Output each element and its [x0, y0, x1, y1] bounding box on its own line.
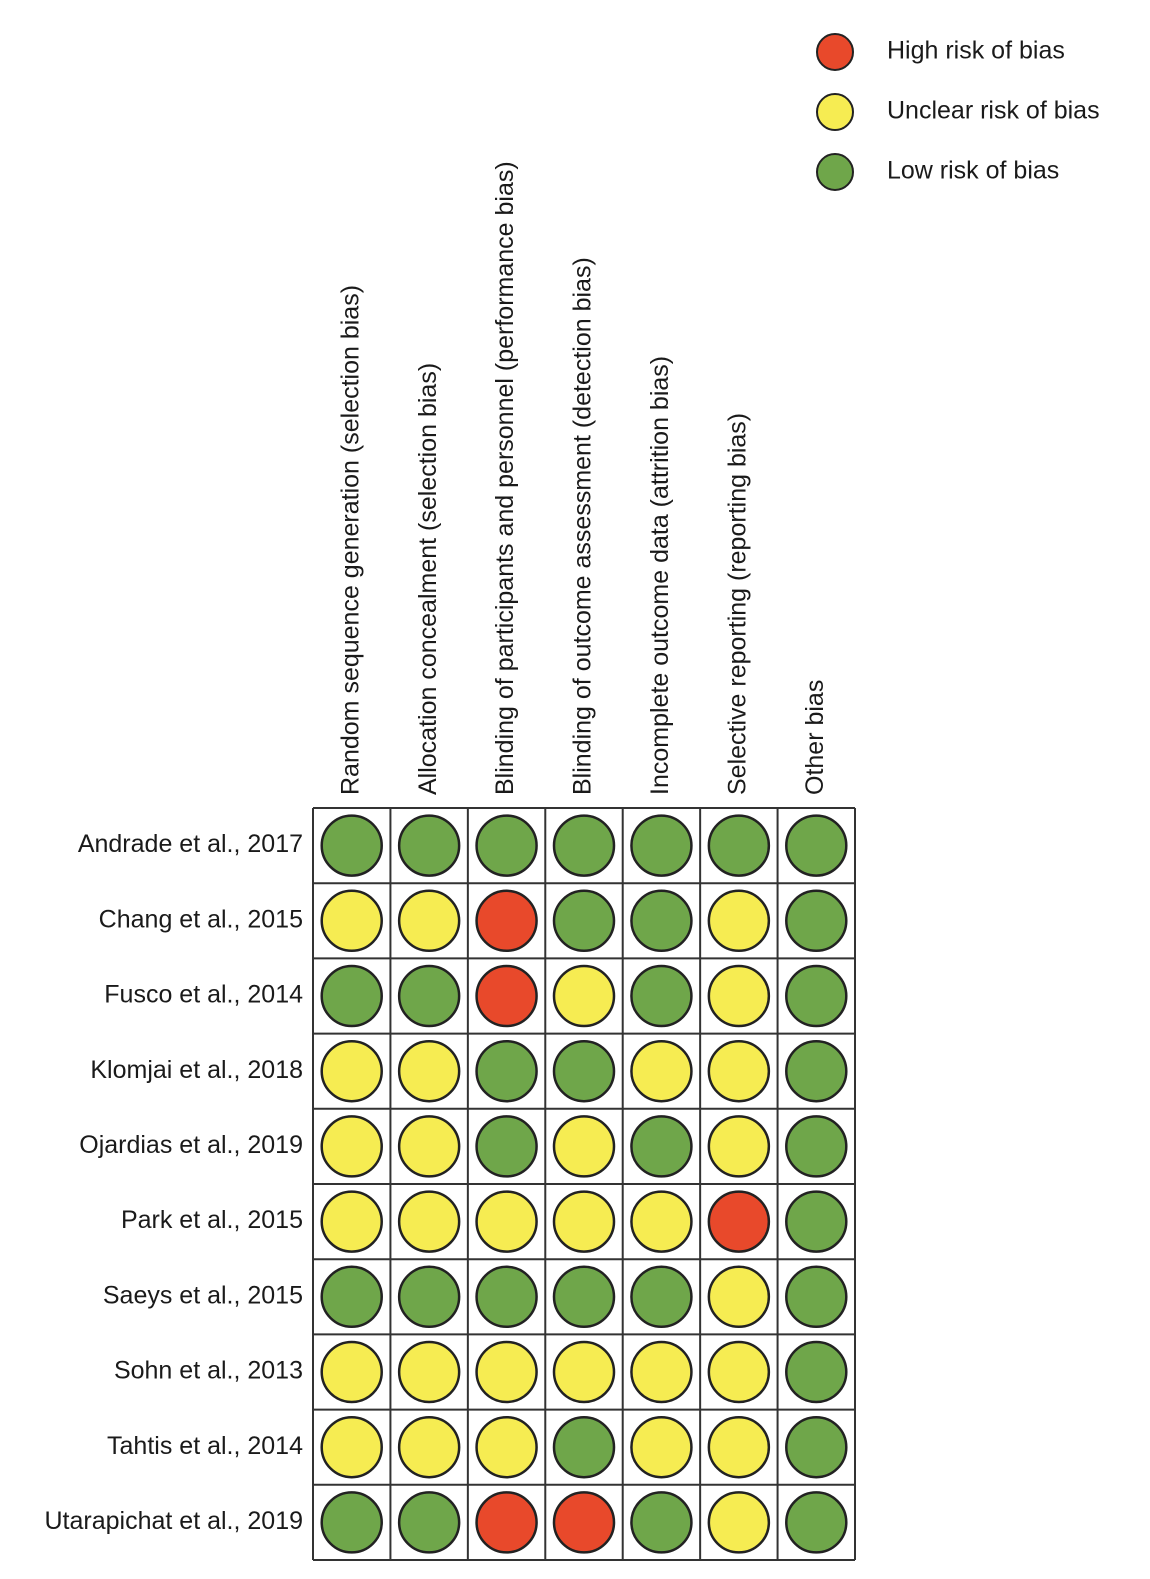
column-header: Allocation concealment (selection bias) [414, 363, 442, 795]
study-label: Utarapichat et al., 2019 [45, 1507, 304, 1535]
judgment [552, 1415, 616, 1479]
judgment [630, 1491, 693, 1554]
judgment [475, 814, 538, 877]
judgment [785, 1190, 848, 1253]
study-label: Saeys et al., 2015 [103, 1281, 303, 1309]
study-label: Tahtis et al., 2014 [107, 1432, 303, 1460]
judgment [707, 1115, 771, 1178]
judgment [475, 1265, 538, 1329]
judgment [785, 1415, 848, 1479]
judgment [552, 1265, 616, 1329]
judgment [630, 1340, 693, 1404]
judgment [707, 1190, 771, 1253]
judgment [552, 814, 616, 877]
judgment [552, 1491, 616, 1554]
column-header: Incomplete outcome data (attrition bias) [646, 356, 674, 795]
judgment [475, 1491, 538, 1554]
study-label: Chang et al., 2015 [99, 905, 303, 933]
judgment [475, 964, 538, 1028]
study-label: Fusco et al., 2014 [104, 981, 303, 1009]
judgment [475, 1415, 538, 1479]
judgment [397, 1491, 461, 1554]
judgment [707, 1039, 771, 1103]
judgment [707, 1340, 771, 1404]
judgment [785, 1265, 848, 1329]
judgment [475, 1039, 538, 1103]
column-header: Blinding of participants and personnel (… [491, 161, 519, 795]
judgment [320, 1491, 383, 1554]
legend-swatch [816, 33, 854, 71]
judgment [552, 1340, 616, 1404]
legend-label: Low risk of bias [887, 157, 1059, 185]
judgment [552, 889, 616, 953]
judgment [320, 1340, 383, 1404]
legend-swatch [816, 93, 854, 131]
judgment [630, 889, 693, 953]
legend-label: Unclear risk of bias [887, 97, 1100, 125]
judgment [707, 889, 771, 953]
judgment [320, 1265, 383, 1329]
judgment [785, 1039, 848, 1103]
study-label: Ojardias et al., 2019 [79, 1131, 303, 1159]
judgment [785, 1340, 848, 1404]
judgment [475, 1115, 538, 1178]
judgment [475, 889, 538, 953]
column-header: Random sequence generation (selection bi… [336, 285, 364, 795]
judgment [397, 1190, 461, 1253]
study-label: Klomjai et al., 2018 [90, 1056, 303, 1084]
judgment [707, 1491, 771, 1554]
study-label: Sohn et al., 2013 [114, 1357, 303, 1385]
column-header: Other bias [801, 680, 829, 795]
legend-label: High risk of bias [887, 37, 1065, 65]
judgment [630, 1265, 693, 1329]
legend-swatch [816, 153, 854, 191]
judgment [707, 1265, 771, 1329]
judgment [320, 1115, 383, 1178]
judgment [397, 1039, 461, 1103]
judgment [320, 814, 383, 877]
judgment [397, 814, 461, 877]
judgment [552, 1115, 616, 1178]
judgment [630, 1115, 693, 1178]
judgment [320, 1415, 383, 1479]
judgment [785, 964, 848, 1028]
judgment [707, 964, 771, 1028]
judgment [630, 1039, 693, 1103]
judgment [630, 964, 693, 1028]
judgment [475, 1340, 538, 1404]
judgment [630, 1190, 693, 1253]
judgment [630, 814, 693, 877]
judgment [320, 1190, 383, 1253]
judgment [552, 1190, 616, 1253]
judgment [397, 1415, 461, 1479]
judgment [785, 1491, 848, 1554]
judgment [707, 1415, 771, 1479]
judgment [320, 1039, 383, 1103]
judgment [397, 1115, 461, 1178]
judgment [785, 1115, 848, 1178]
judgment [707, 814, 771, 877]
judgment [397, 889, 461, 953]
judgment [630, 1415, 693, 1479]
judgment [320, 964, 383, 1028]
judgment [320, 889, 383, 953]
study-label: Andrade et al., 2017 [78, 830, 303, 858]
judgment [552, 1039, 616, 1103]
judgment [397, 1340, 461, 1404]
column-header: Selective reporting (reporting bias) [723, 413, 751, 795]
judgment [785, 814, 848, 877]
judgment [785, 889, 848, 953]
judgment [552, 964, 616, 1028]
judgment [475, 1190, 538, 1253]
judgment [397, 964, 461, 1028]
column-header: Blinding of outcome assessment (detectio… [569, 257, 597, 795]
study-label: Park et al., 2015 [121, 1206, 303, 1234]
judgment [397, 1265, 461, 1329]
